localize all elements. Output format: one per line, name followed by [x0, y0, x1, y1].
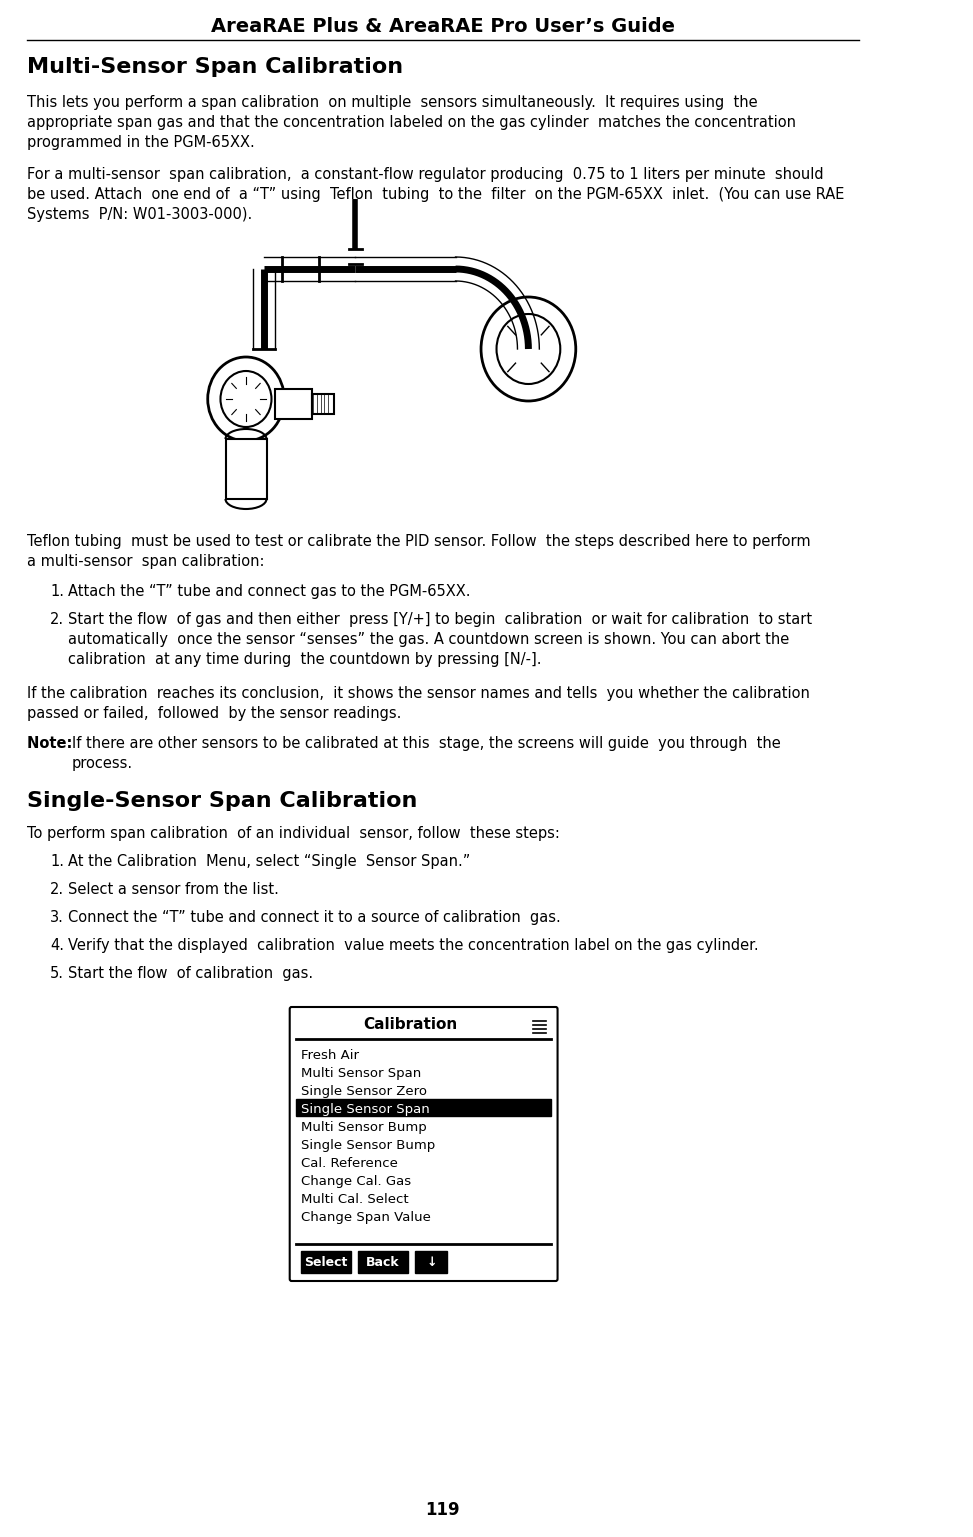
Text: 119: 119	[425, 1502, 460, 1519]
Text: 2.: 2.	[50, 882, 64, 898]
Text: 3.: 3.	[50, 910, 64, 925]
Text: Connect the “T” tube and connect it to a source of calibration  gas.: Connect the “T” tube and connect it to a…	[68, 910, 561, 925]
FancyBboxPatch shape	[290, 1007, 558, 1280]
Text: Select: Select	[304, 1256, 347, 1268]
Text: Calibration: Calibration	[363, 1017, 457, 1031]
Text: Attach the “T” tube and connect gas to the PGM-65XX.: Attach the “T” tube and connect gas to t…	[68, 584, 471, 599]
Text: Cal. Reference: Cal. Reference	[301, 1157, 398, 1170]
Text: Single Sensor Bump: Single Sensor Bump	[301, 1139, 435, 1153]
Text: 2.: 2.	[50, 612, 64, 627]
Bar	[311, 393, 335, 413]
Circle shape	[481, 297, 576, 401]
Text: Select a sensor from the list.: Select a sensor from the list.	[68, 882, 279, 898]
Text: This lets you perform a span calibration  on multiple  sensors simultaneously.  : This lets you perform a span calibration…	[27, 95, 796, 149]
Bar	[301, 1251, 350, 1273]
Text: For a multi-sensor  span calibration,  a constant-flow regulator producing  0.75: For a multi-sensor span calibration, a c…	[27, 168, 845, 221]
Text: At the Calibration  Menu, select “Single  Sensor Span.”: At the Calibration Menu, select “Single …	[68, 855, 471, 868]
Circle shape	[221, 370, 271, 427]
Text: Change Cal. Gas: Change Cal. Gas	[301, 1174, 411, 1188]
Circle shape	[207, 357, 284, 441]
Text: Multi Sensor Bump: Multi Sensor Bump	[301, 1120, 426, 1134]
Bar	[415, 1251, 448, 1273]
Bar	[358, 1251, 408, 1273]
Text: Start the flow  of calibration  gas.: Start the flow of calibration gas.	[68, 965, 313, 981]
Text: Teflon tubing  must be used to test or calibrate the PID sensor. Follow  the ste: Teflon tubing must be used to test or ca…	[27, 533, 811, 569]
Text: Back: Back	[366, 1256, 400, 1268]
Text: AreaRAE Plus & AreaRAE Pro User’s Guide: AreaRAE Plus & AreaRAE Pro User’s Guide	[211, 17, 674, 35]
Text: Multi-Sensor Span Calibration: Multi-Sensor Span Calibration	[27, 57, 404, 77]
Text: Note:: Note:	[27, 736, 78, 752]
Text: Start the flow  of gas and then either  press [Y/+] to begin  calibration  or wa: Start the flow of gas and then either pr…	[68, 612, 812, 667]
Text: 1.: 1.	[50, 855, 64, 868]
Bar	[226, 440, 267, 500]
Text: Verify that the displayed  calibration  value meets the concentration label on t: Verify that the displayed calibration va…	[68, 938, 759, 953]
Circle shape	[496, 314, 560, 384]
Text: Single Sensor Span: Single Sensor Span	[301, 1104, 429, 1116]
Text: To perform span calibration  of an individual  sensor, follow  these steps:: To perform span calibration of an indivi…	[27, 825, 560, 841]
Text: ↓: ↓	[426, 1256, 437, 1268]
Text: 4.: 4.	[50, 938, 64, 953]
Bar	[296, 1099, 551, 1116]
Text: 5.: 5.	[50, 965, 64, 981]
Text: Multi Cal. Select: Multi Cal. Select	[301, 1193, 409, 1207]
Text: Fresh Air: Fresh Air	[301, 1048, 359, 1062]
Text: 1.: 1.	[50, 584, 64, 599]
Text: If the calibration  reaches its conclusion,  it shows the sensor names and tells: If the calibration reaches its conclusio…	[27, 686, 811, 721]
Text: Multi Sensor Span: Multi Sensor Span	[301, 1067, 421, 1081]
Text: If there are other sensors to be calibrated at this  stage, the screens will gui: If there are other sensors to be calibra…	[72, 736, 780, 770]
Bar	[275, 389, 311, 420]
Text: Single-Sensor Span Calibration: Single-Sensor Span Calibration	[27, 792, 417, 812]
Text: Single Sensor Zero: Single Sensor Zero	[301, 1085, 426, 1097]
Text: Change Span Value: Change Span Value	[301, 1211, 430, 1223]
